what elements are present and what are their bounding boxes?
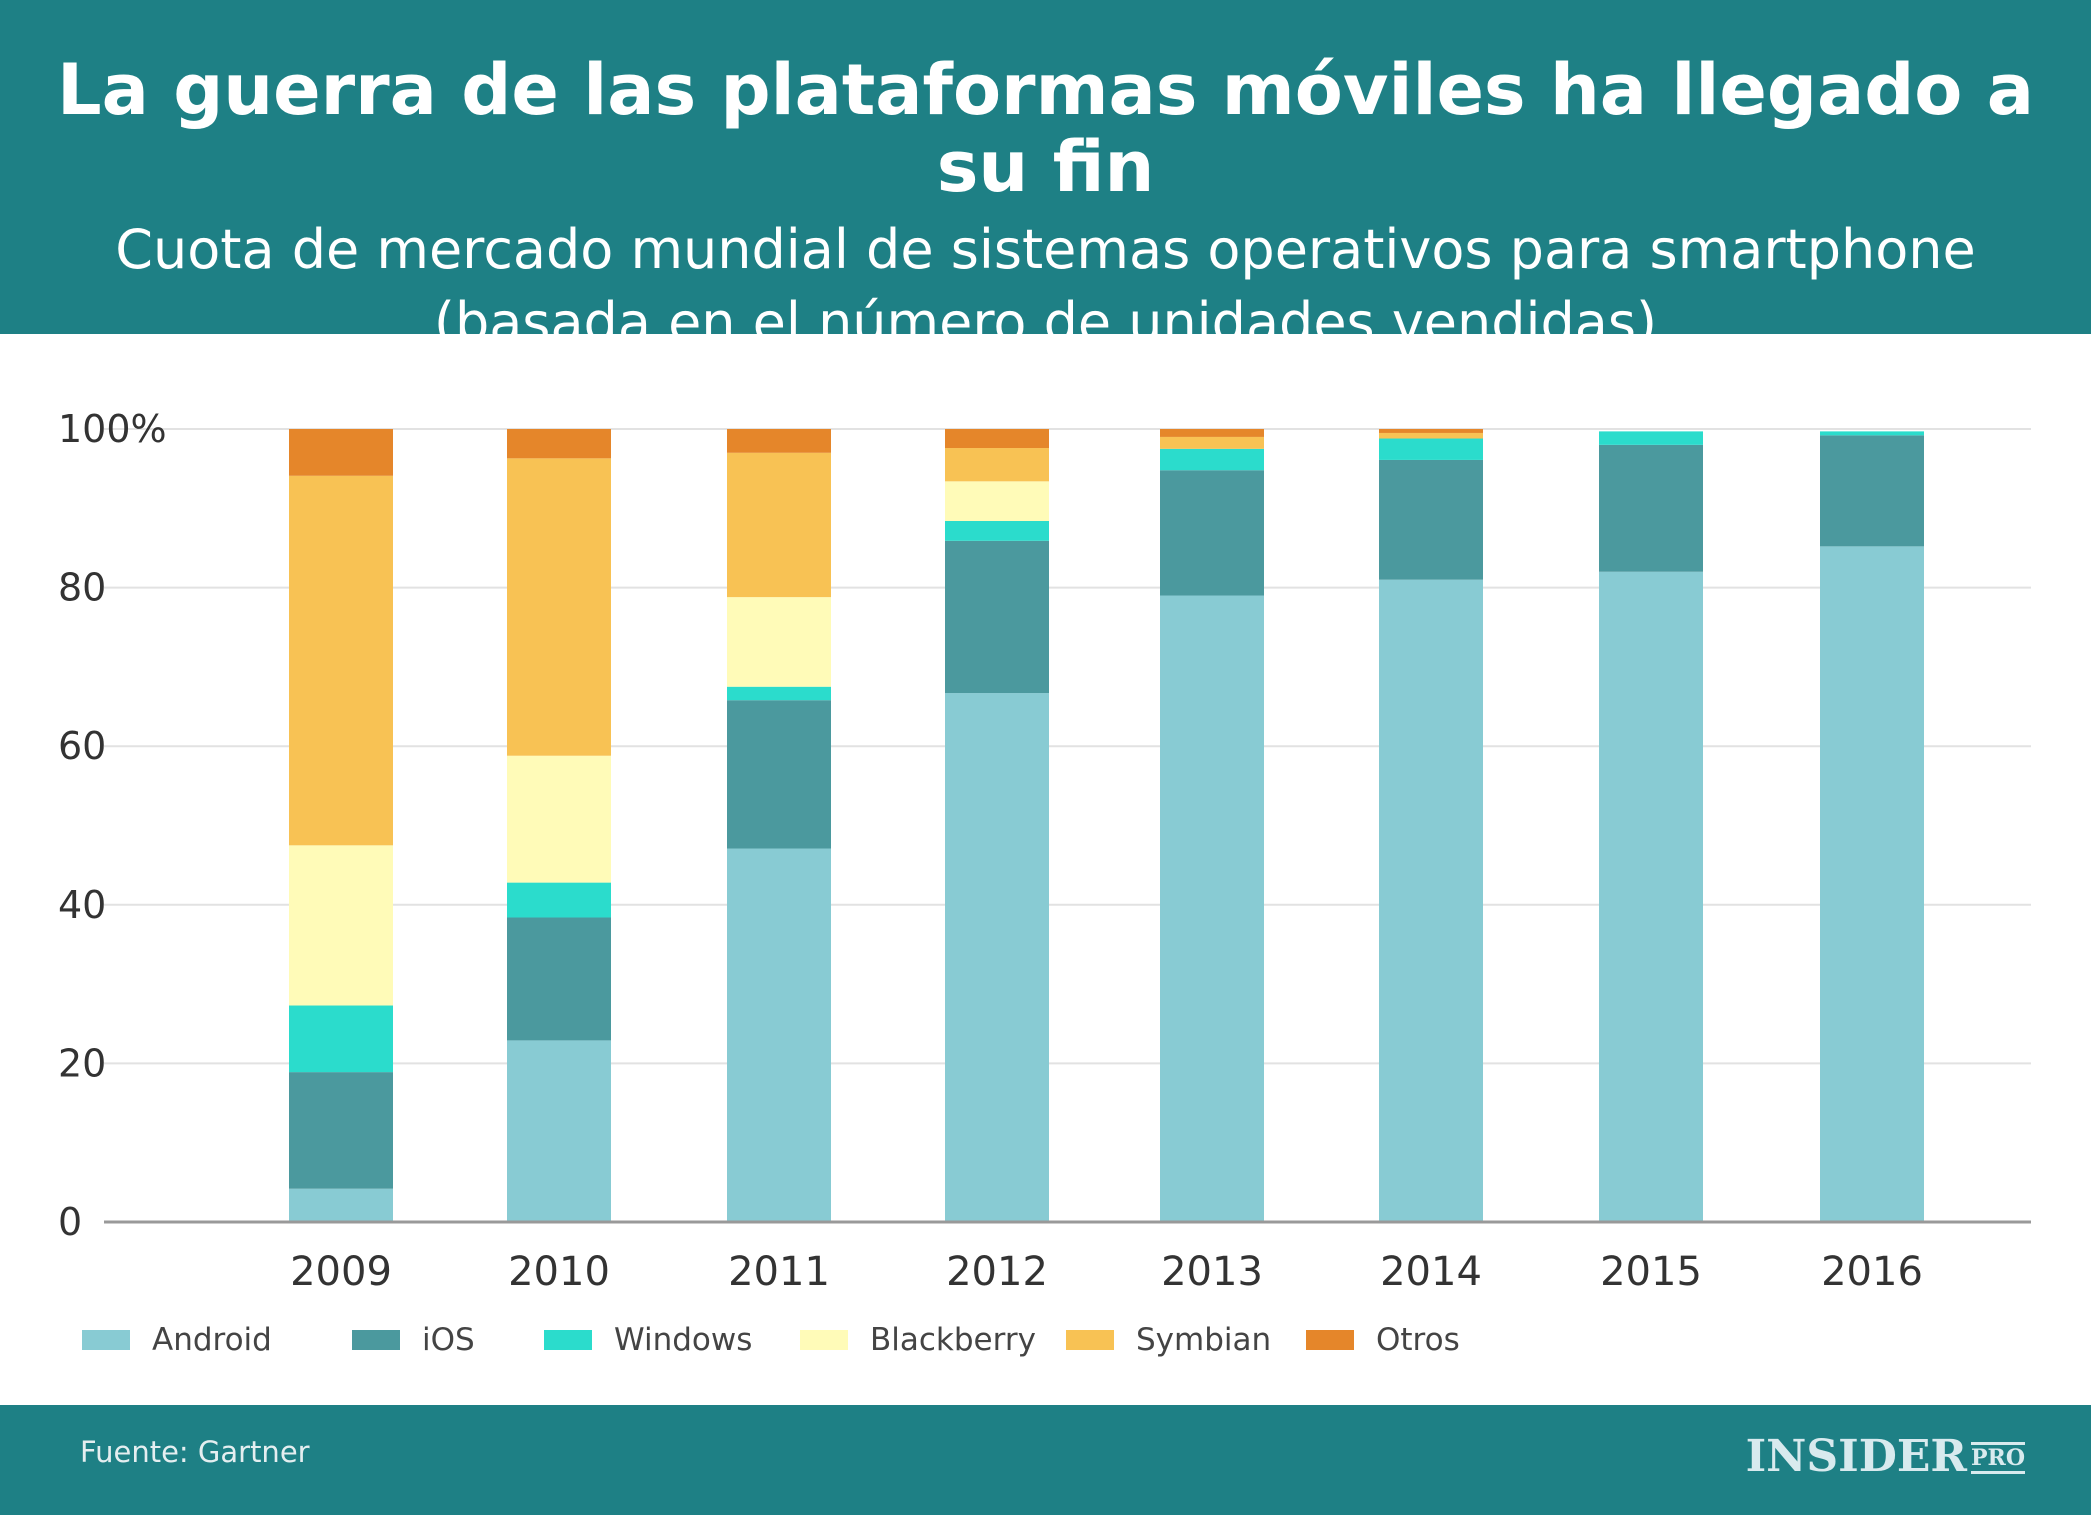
- bar-segment-ios-2014: [1379, 459, 1483, 580]
- bar-segment-symbian-2014: [1379, 432, 1483, 439]
- bar-segment-windows-2015: [1599, 431, 1703, 445]
- bar-segment-android-2016: [1820, 546, 1924, 1222]
- bar-segment-android-2013: [1160, 595, 1264, 1222]
- bar-segment-ios-2016: [1820, 435, 1924, 547]
- y-tick-label: 40: [58, 883, 106, 927]
- bar-segment-ios-2011: [727, 700, 831, 849]
- x-tick-label: 2014: [1380, 1249, 1482, 1295]
- bar-segment-ios-2013: [1160, 470, 1264, 596]
- legend-label: Windows: [614, 1322, 753, 1358]
- bar-segment-android-2015: [1599, 571, 1703, 1222]
- bar-segment-android-2014: [1379, 579, 1483, 1222]
- bar-segment-otros-2011: [727, 429, 831, 453]
- x-tick-label: 2013: [1161, 1249, 1263, 1295]
- insider-pro-logo: INSIDER PRO: [1746, 1431, 2025, 1482]
- chart-title: La guerra de las plataformas móviles ha …: [56, 49, 2035, 208]
- y-tick-label: 60: [58, 724, 106, 768]
- legend-item-ios: iOS: [352, 1322, 544, 1358]
- bar-segment-windows-2013: [1160, 448, 1264, 471]
- bar-segment-symbian-2013: [1160, 436, 1264, 449]
- legend-swatch: [82, 1330, 130, 1350]
- bar-segment-symbian-2010: [507, 458, 611, 756]
- bar-segment-otros-2012: [945, 429, 1049, 449]
- y-tick-label: 100%: [58, 407, 167, 451]
- bar-segment-ios-2009: [289, 1072, 393, 1189]
- chart-subtitle: Cuota de mercado mundial de sistemas ope…: [0, 214, 2091, 360]
- x-tick-label: 2011: [728, 1249, 830, 1295]
- legend-swatch: [544, 1330, 592, 1350]
- legend: Android iOS Windows Blackberry Symbian Otros: [82, 1322, 1466, 1358]
- bar-segment-blackberry-2012: [945, 481, 1049, 521]
- legend-item-windows: Windows: [544, 1322, 800, 1358]
- header: La guerra de las plataformas móviles ha …: [0, 0, 2091, 354]
- bar-segment-ios-2010: [507, 917, 611, 1041]
- logo-text: INSIDER: [1745, 1431, 1967, 1482]
- legend-label: Android: [152, 1322, 272, 1358]
- y-tick-label: 0: [58, 1200, 82, 1244]
- subtitle-line-2: (basada en el número de unidades vendida…: [433, 290, 1658, 354]
- bar-segment-android-2009: [289, 1188, 393, 1222]
- x-tick-label: 2009: [290, 1249, 392, 1295]
- bar-segment-windows-2012: [945, 520, 1049, 541]
- bar-segment-symbian-2011: [727, 452, 831, 598]
- bar-segment-windows-2011: [727, 686, 831, 701]
- footer: Fuente: Gartner INSIDER PRO: [0, 1405, 2091, 1515]
- legend-label: Symbian: [1136, 1322, 1272, 1358]
- bar-segment-windows-2009: [289, 1005, 393, 1073]
- legend-item-android: Android: [82, 1322, 352, 1358]
- y-tick-label: 20: [58, 1041, 106, 1085]
- bar-segment-windows-2014: [1379, 438, 1483, 460]
- bar-segment-ios-2012: [945, 540, 1049, 694]
- legend-item-blackberry: Blackberry: [800, 1322, 1066, 1358]
- bar-segment-ios-2015: [1599, 444, 1703, 572]
- bar-segment-otros-2010: [507, 429, 611, 459]
- y-tick-label: 80: [58, 566, 106, 610]
- subtitle-line-1: Cuota de mercado mundial de sistemas ope…: [115, 218, 1976, 281]
- x-tick-label: 2015: [1600, 1249, 1702, 1295]
- bar-segment-symbian-2012: [945, 448, 1049, 482]
- bar-segment-android-2012: [945, 693, 1049, 1222]
- legend-swatch: [352, 1330, 400, 1350]
- bar-segment-otros-2014: [1379, 429, 1483, 433]
- legend-swatch: [1306, 1330, 1354, 1350]
- source-text: Fuente: Gartner: [80, 1435, 310, 1469]
- x-tick-label: 2010: [508, 1249, 610, 1295]
- legend-label: Otros: [1376, 1322, 1460, 1358]
- bar-segment-blackberry-2010: [507, 755, 611, 883]
- bar-segment-otros-2013: [1160, 429, 1264, 437]
- legend-swatch: [800, 1330, 848, 1350]
- bar-segment-windows-2016: [1820, 431, 1924, 436]
- bar-segment-blackberry-2011: [727, 597, 831, 687]
- legend-item-otros: Otros: [1306, 1322, 1466, 1358]
- bar-segment-symbian-2009: [289, 475, 393, 846]
- legend-item-symbian: Symbian: [1066, 1322, 1306, 1358]
- legend-label: iOS: [422, 1322, 475, 1358]
- logo-pro: PRO: [1971, 1442, 2025, 1474]
- bar-segment-otros-2009: [289, 429, 393, 476]
- legend-label: Blackberry: [870, 1322, 1036, 1358]
- bar-segment-windows-2010: [507, 882, 611, 918]
- bar-segment-android-2011: [727, 848, 831, 1222]
- bar-segment-android-2010: [507, 1040, 611, 1222]
- bar-segment-blackberry-2009: [289, 845, 393, 1006]
- x-tick-label: 2012: [946, 1249, 1048, 1295]
- legend-swatch: [1066, 1330, 1114, 1350]
- x-tick-label: 2016: [1821, 1249, 1923, 1295]
